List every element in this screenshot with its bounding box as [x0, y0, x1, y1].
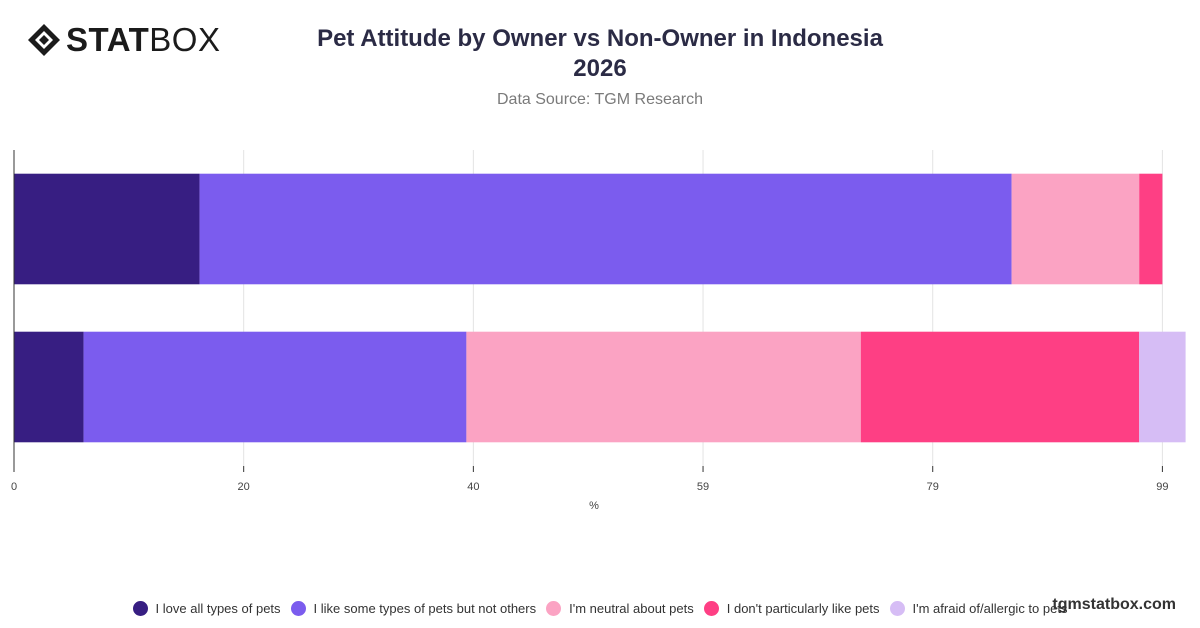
legend-swatch: [889, 601, 905, 616]
logo-wordmark: STATBOX: [66, 22, 220, 58]
legend-label: I'm afraid of/allergic to pets: [912, 601, 1068, 616]
bar-segment: [1139, 331, 1186, 443]
legend-label: I love all types of pets: [155, 601, 281, 616]
bar-segment: [83, 331, 467, 443]
legend-swatch: [703, 601, 719, 616]
x-tick-label: 40: [467, 481, 479, 493]
legend-item[interactable]: I'm neutral about pets: [546, 601, 694, 616]
bar-segment: [199, 173, 1012, 285]
legend-label: I like some types of pets but not others: [313, 601, 537, 616]
stacked-bar-chart: 0 20 40 59 79 99%: [11, 150, 1186, 512]
chart-title-line-2: 2026: [573, 55, 627, 82]
bar-segment: [14, 173, 200, 285]
bar-segment: [860, 331, 1140, 443]
bar-segment: [466, 331, 861, 443]
x-tick-label: 99: [1156, 481, 1168, 493]
chart-subtitle: Data Source: TGM Research: [496, 91, 703, 108]
legend-item[interactable]: I like some types of pets but not others: [290, 601, 537, 616]
bar-segment: [1011, 173, 1140, 285]
legend-swatch: [132, 601, 148, 616]
watermark: tgmstatbox.com: [1052, 596, 1176, 613]
x-tick-label: 20: [238, 481, 250, 493]
legend-label: I don't particularly like pets: [726, 601, 880, 616]
x-tick-label: 0: [11, 481, 17, 493]
chart-legend: I love all types of pets I like some type…: [0, 601, 1200, 616]
logo-wordmark-bold: STAT: [66, 21, 150, 58]
legend-swatch: [290, 601, 306, 616]
statbox-logo: STATBOX: [26, 22, 220, 58]
x-tick-label: 79: [927, 481, 939, 493]
chart-title-line-1: Pet Attitude by Owner vs Non-Owner in In…: [317, 25, 883, 52]
legend-item[interactable]: I'm afraid of/allergic to pets: [889, 601, 1068, 616]
logo-wordmark-light: BOX: [149, 21, 221, 58]
chart-title: Pet Attitude by Owner vs Non-Owner in In…: [300, 24, 900, 84]
statbox-diamond-logo-icon: [28, 24, 60, 56]
legend-label: I'm neutral about pets: [569, 601, 694, 616]
x-axis-label: %: [589, 500, 599, 512]
legend-swatch: [546, 601, 562, 616]
legend-item[interactable]: I love all types of pets: [132, 601, 281, 616]
x-tick-label: 59: [697, 481, 709, 493]
bar-segment: [1139, 173, 1163, 285]
legend-item[interactable]: I don't particularly like pets: [703, 601, 880, 616]
bar-segment: [14, 331, 84, 443]
